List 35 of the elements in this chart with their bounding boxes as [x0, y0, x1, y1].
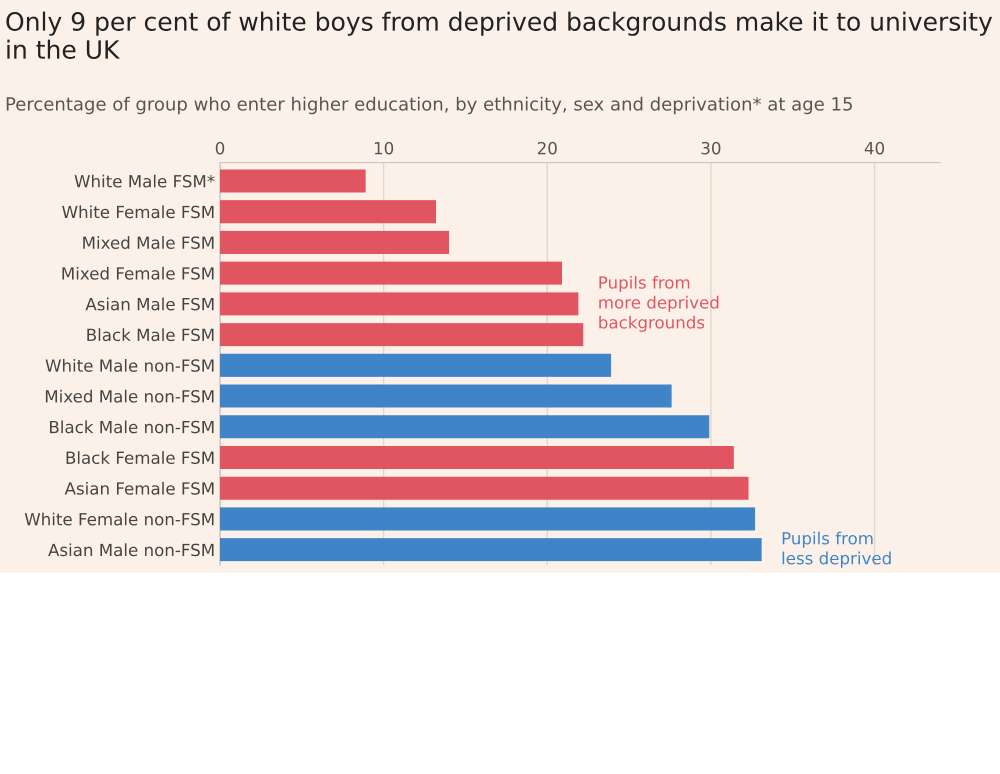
y-tick-label: Black Female FSM — [66, 451, 214, 464]
y-tick-label: Mixed Male FSM — [83, 236, 214, 249]
annotation: Pupils from more deprived backgrounds — [599, 276, 718, 332]
x-tick-label: 40 — [864, 142, 884, 154]
y-tick-label: Mixed Female FSM — [62, 266, 214, 280]
bar — [220, 476, 749, 500]
bar — [220, 262, 562, 285]
y-tick-label: Mixed Male non-FSM — [46, 390, 214, 403]
y-tick-label: Asian Female FSM — [64, 482, 214, 495]
bar — [220, 169, 366, 192]
y-tick-label: White Male non-FSM — [46, 358, 214, 372]
bar — [220, 323, 584, 346]
y-tick-label: White Female FSM — [62, 205, 214, 218]
y-tick-label: White Male FSM* — [74, 174, 215, 188]
y-tick-label: White Female non-FSM — [24, 512, 214, 526]
chart-subtitle: Percentage of group who enter higher education, by ethnicity, sex and deprivation* at age 15 — [6, 96, 852, 114]
bar — [220, 538, 762, 562]
bar — [220, 292, 578, 316]
y-tick-label: Asian Male non-FSM — [48, 543, 214, 556]
x-tick-label: 10 — [374, 142, 394, 154]
y-tick-label: Asian Male FSM — [85, 298, 214, 310]
y-tick-label: Black Male non-FSM — [50, 420, 214, 434]
y-tick-label: Black Male FSM — [87, 328, 214, 342]
x-tick-label: 0 — [216, 142, 224, 154]
bar — [220, 384, 672, 408]
bar — [220, 415, 710, 438]
x-tick-label: 20 — [538, 142, 557, 154]
bar — [220, 200, 436, 224]
x-tick-label: 30 — [702, 142, 720, 154]
bar — [220, 230, 450, 254]
annotation: Pupils from less deprived — [782, 532, 891, 568]
chart-title: Only 9 per cent of white boys from deprived backgrounds make it to university in the UK — [6, 12, 992, 59]
bar — [220, 507, 756, 530]
bar — [220, 446, 734, 470]
bar — [220, 354, 612, 377]
